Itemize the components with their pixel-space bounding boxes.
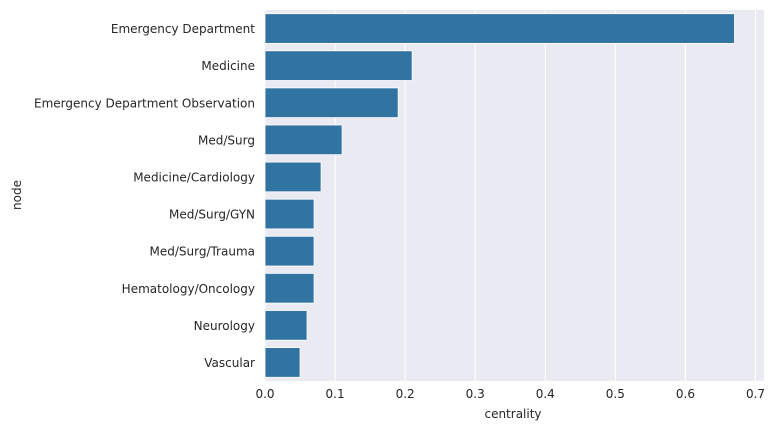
x-tick-label: 0.2	[396, 387, 415, 401]
y-tick-label: Hematology/Oncology	[122, 282, 255, 296]
y-tick-label: Medicine	[201, 59, 255, 73]
x-tick-label: 0.3	[466, 387, 485, 401]
y-tick-label: Neurology	[194, 319, 255, 333]
y-tick-label: Med/Surg/Trauma	[149, 245, 255, 259]
x-tick-label: 0.7	[746, 387, 765, 401]
bar	[264, 13, 735, 44]
x-tick-label: 0.0	[255, 387, 274, 401]
y-tick-labels: Emergency Department Medicine Emergency De…	[34, 22, 255, 370]
bars	[264, 13, 735, 378]
y-tick-label: Emergency Department	[111, 22, 255, 36]
x-tick-label: 0.5	[606, 387, 625, 401]
x-tick-label: 0.6	[676, 387, 695, 401]
x-axis-label: centrality	[484, 407, 541, 421]
x-tick-labels: 0.0 0.1 0.2 0.3 0.4 0.5 0.6 0.7	[255, 387, 765, 401]
y-tick-label: Med/Surg/GYN	[169, 208, 255, 222]
bar	[264, 310, 308, 341]
y-tick-label: Medicine/Cardiology	[133, 170, 255, 184]
y-tick-label: Med/Surg	[198, 133, 255, 147]
y-axis-label: node	[10, 180, 24, 210]
x-tick-label: 0.1	[326, 387, 345, 401]
y-tick-label: Emergency Department Observation	[34, 96, 255, 110]
bar	[264, 198, 315, 230]
bar	[264, 161, 322, 193]
bar	[264, 235, 315, 267]
bar	[264, 50, 413, 81]
bar	[264, 273, 315, 304]
bar	[264, 347, 301, 378]
y-tick-label: Vascular	[204, 356, 255, 370]
x-tick-label: 0.4	[536, 387, 555, 401]
bar	[264, 124, 343, 156]
bar	[264, 87, 399, 118]
